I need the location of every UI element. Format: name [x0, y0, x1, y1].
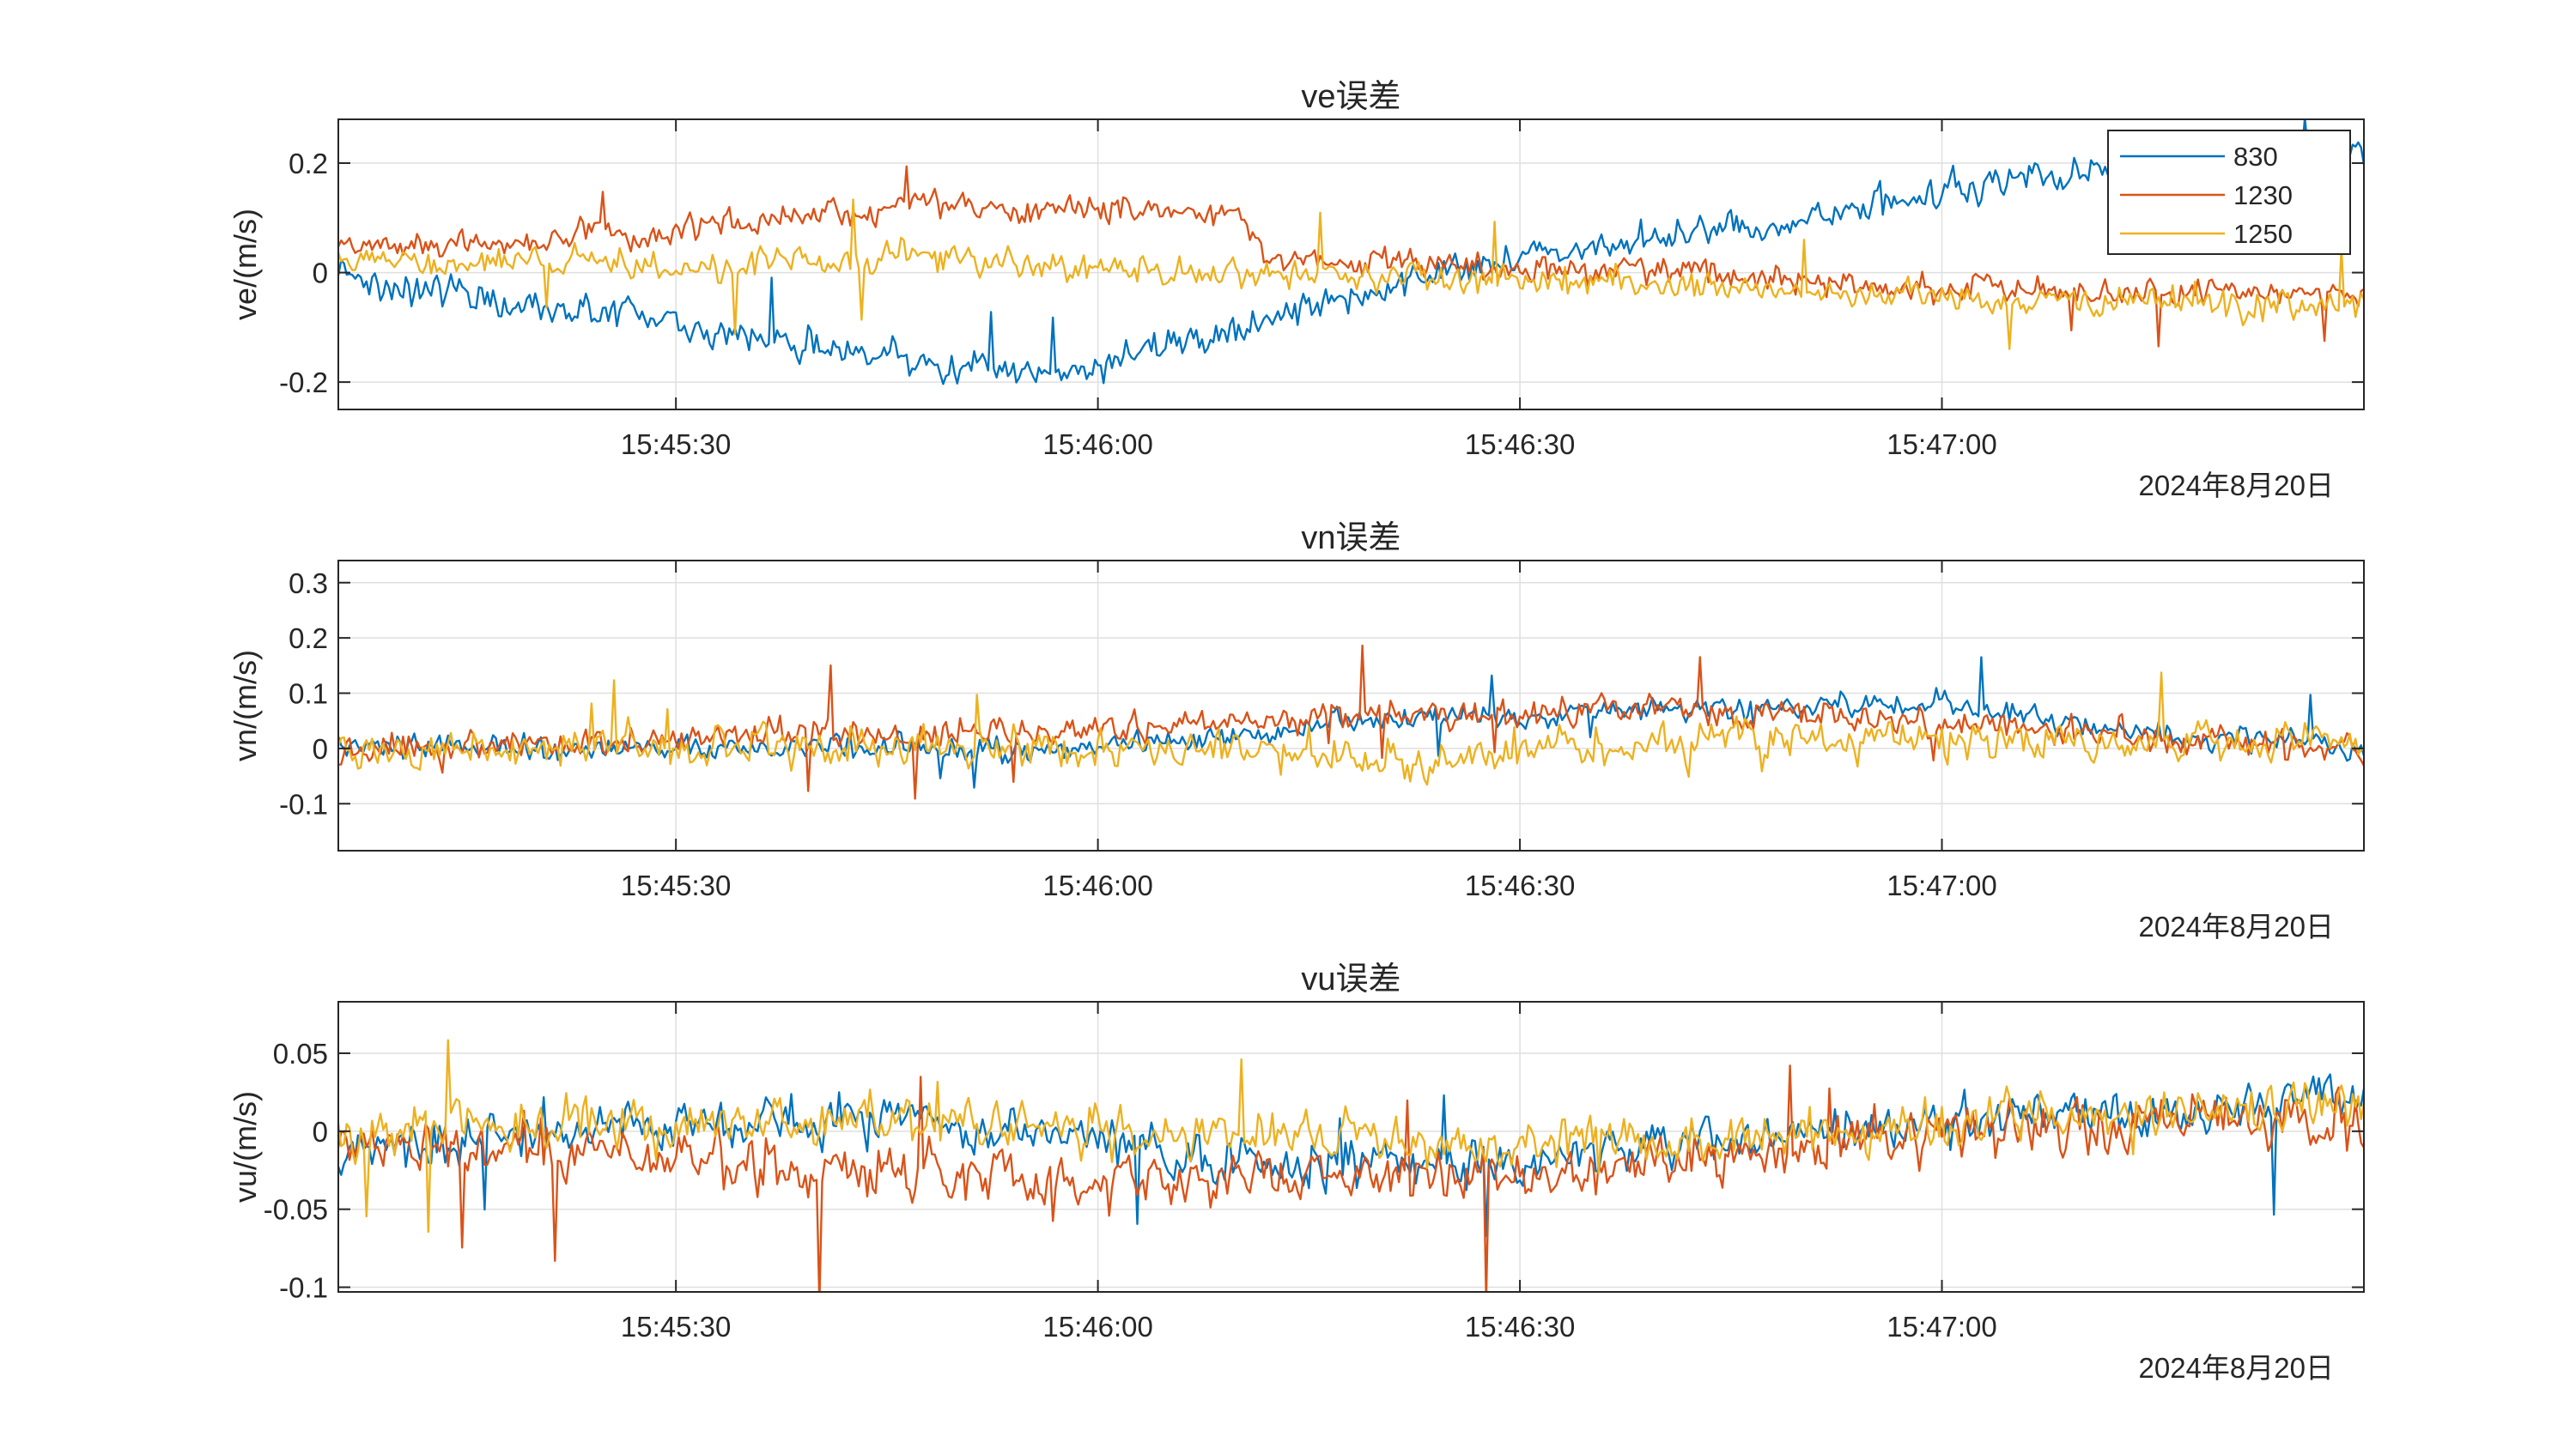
y-tick-label: 0 [313, 258, 328, 289]
x-tick-label: 15:46:30 [1465, 870, 1575, 901]
date-label: 2024年8月20日 [2139, 911, 2334, 943]
y-tick-label: 0.3 [289, 567, 328, 599]
x-tick-label: 15:46:30 [1465, 1311, 1575, 1343]
series-line-830 [338, 1073, 2364, 1238]
y-axis-label: vu/(m/s) [228, 1091, 263, 1203]
y-axis-label: ve/(m/s) [228, 209, 263, 320]
plot-area [338, 561, 2364, 851]
x-tick-label: 15:45:30 [621, 428, 731, 460]
chart-panel-2: 15:45:30 15:46:00 15:46:30 15:47:00 -0.1 0 0.1… [228, 520, 2365, 943]
axes-box [337, 560, 2365, 852]
y-tick-label: -0.1 [279, 1272, 328, 1304]
legend-label-1230: 1230 [2233, 180, 2293, 210]
y-tick-label: 0 [313, 1116, 328, 1148]
series-line-1230 [338, 165, 2364, 348]
series-group [338, 1039, 2364, 1292]
x-tick-label: 15:45:30 [621, 1311, 731, 1343]
x-tick-label: 15:46:00 [1042, 428, 1152, 460]
legend-label-830: 830 [2233, 142, 2278, 172]
x-tick-label: 15:45:30 [621, 870, 731, 901]
y-tick-label: -0.1 [279, 788, 328, 820]
date-label: 2024年8月20日 [2139, 470, 2334, 501]
y-tick-label: 0.05 [273, 1038, 328, 1070]
y-tick-label: 0 [313, 733, 328, 765]
y-tick-label: -0.2 [279, 367, 328, 398]
legend: 830 1230 1250 [2107, 130, 2351, 255]
series-line-1250 [338, 1039, 2364, 1234]
series-group [338, 644, 2364, 800]
y-tick-label: 0.2 [289, 622, 328, 654]
series-line-1250 [338, 671, 2364, 786]
x-tick-label: 15:46:00 [1042, 1311, 1152, 1343]
chart-title: vu误差 [1301, 961, 1400, 997]
date-label: 2024年8月20日 [2139, 1352, 2334, 1384]
x-tick-label: 15:47:00 [1886, 428, 1996, 460]
y-tick-label: 0.1 [289, 678, 328, 710]
chart-panel-3: 15:45:30 15:46:00 15:46:30 15:47:00 -0.1 -0.0… [228, 961, 2365, 1384]
y-tick-label: 0.2 [289, 148, 328, 179]
x-tick-label: 15:46:30 [1465, 428, 1575, 460]
axes-box [337, 1001, 2365, 1293]
series-group [338, 119, 2364, 385]
chart-title: vn误差 [1301, 520, 1400, 556]
legend-label-1250: 1250 [2233, 219, 2293, 249]
series-line-830 [338, 119, 2364, 385]
legend-box [2107, 130, 2351, 255]
x-tick-label: 15:47:00 [1886, 870, 1996, 901]
y-axis-label: vn/(m/s) [228, 650, 263, 761]
series-line-1250 [338, 198, 2364, 350]
axes-box [337, 118, 2365, 410]
x-tick-label: 15:47:00 [1886, 1311, 1996, 1343]
chart-title: ve误差 [1301, 79, 1400, 115]
y-tick-label: -0.05 [264, 1194, 328, 1226]
chart-panel-1: 15:45:30 15:46:00 15:46:30 15:47:00 -0.2 0 0.2… [228, 79, 2365, 501]
x-tick-label: 15:46:00 [1042, 870, 1152, 901]
